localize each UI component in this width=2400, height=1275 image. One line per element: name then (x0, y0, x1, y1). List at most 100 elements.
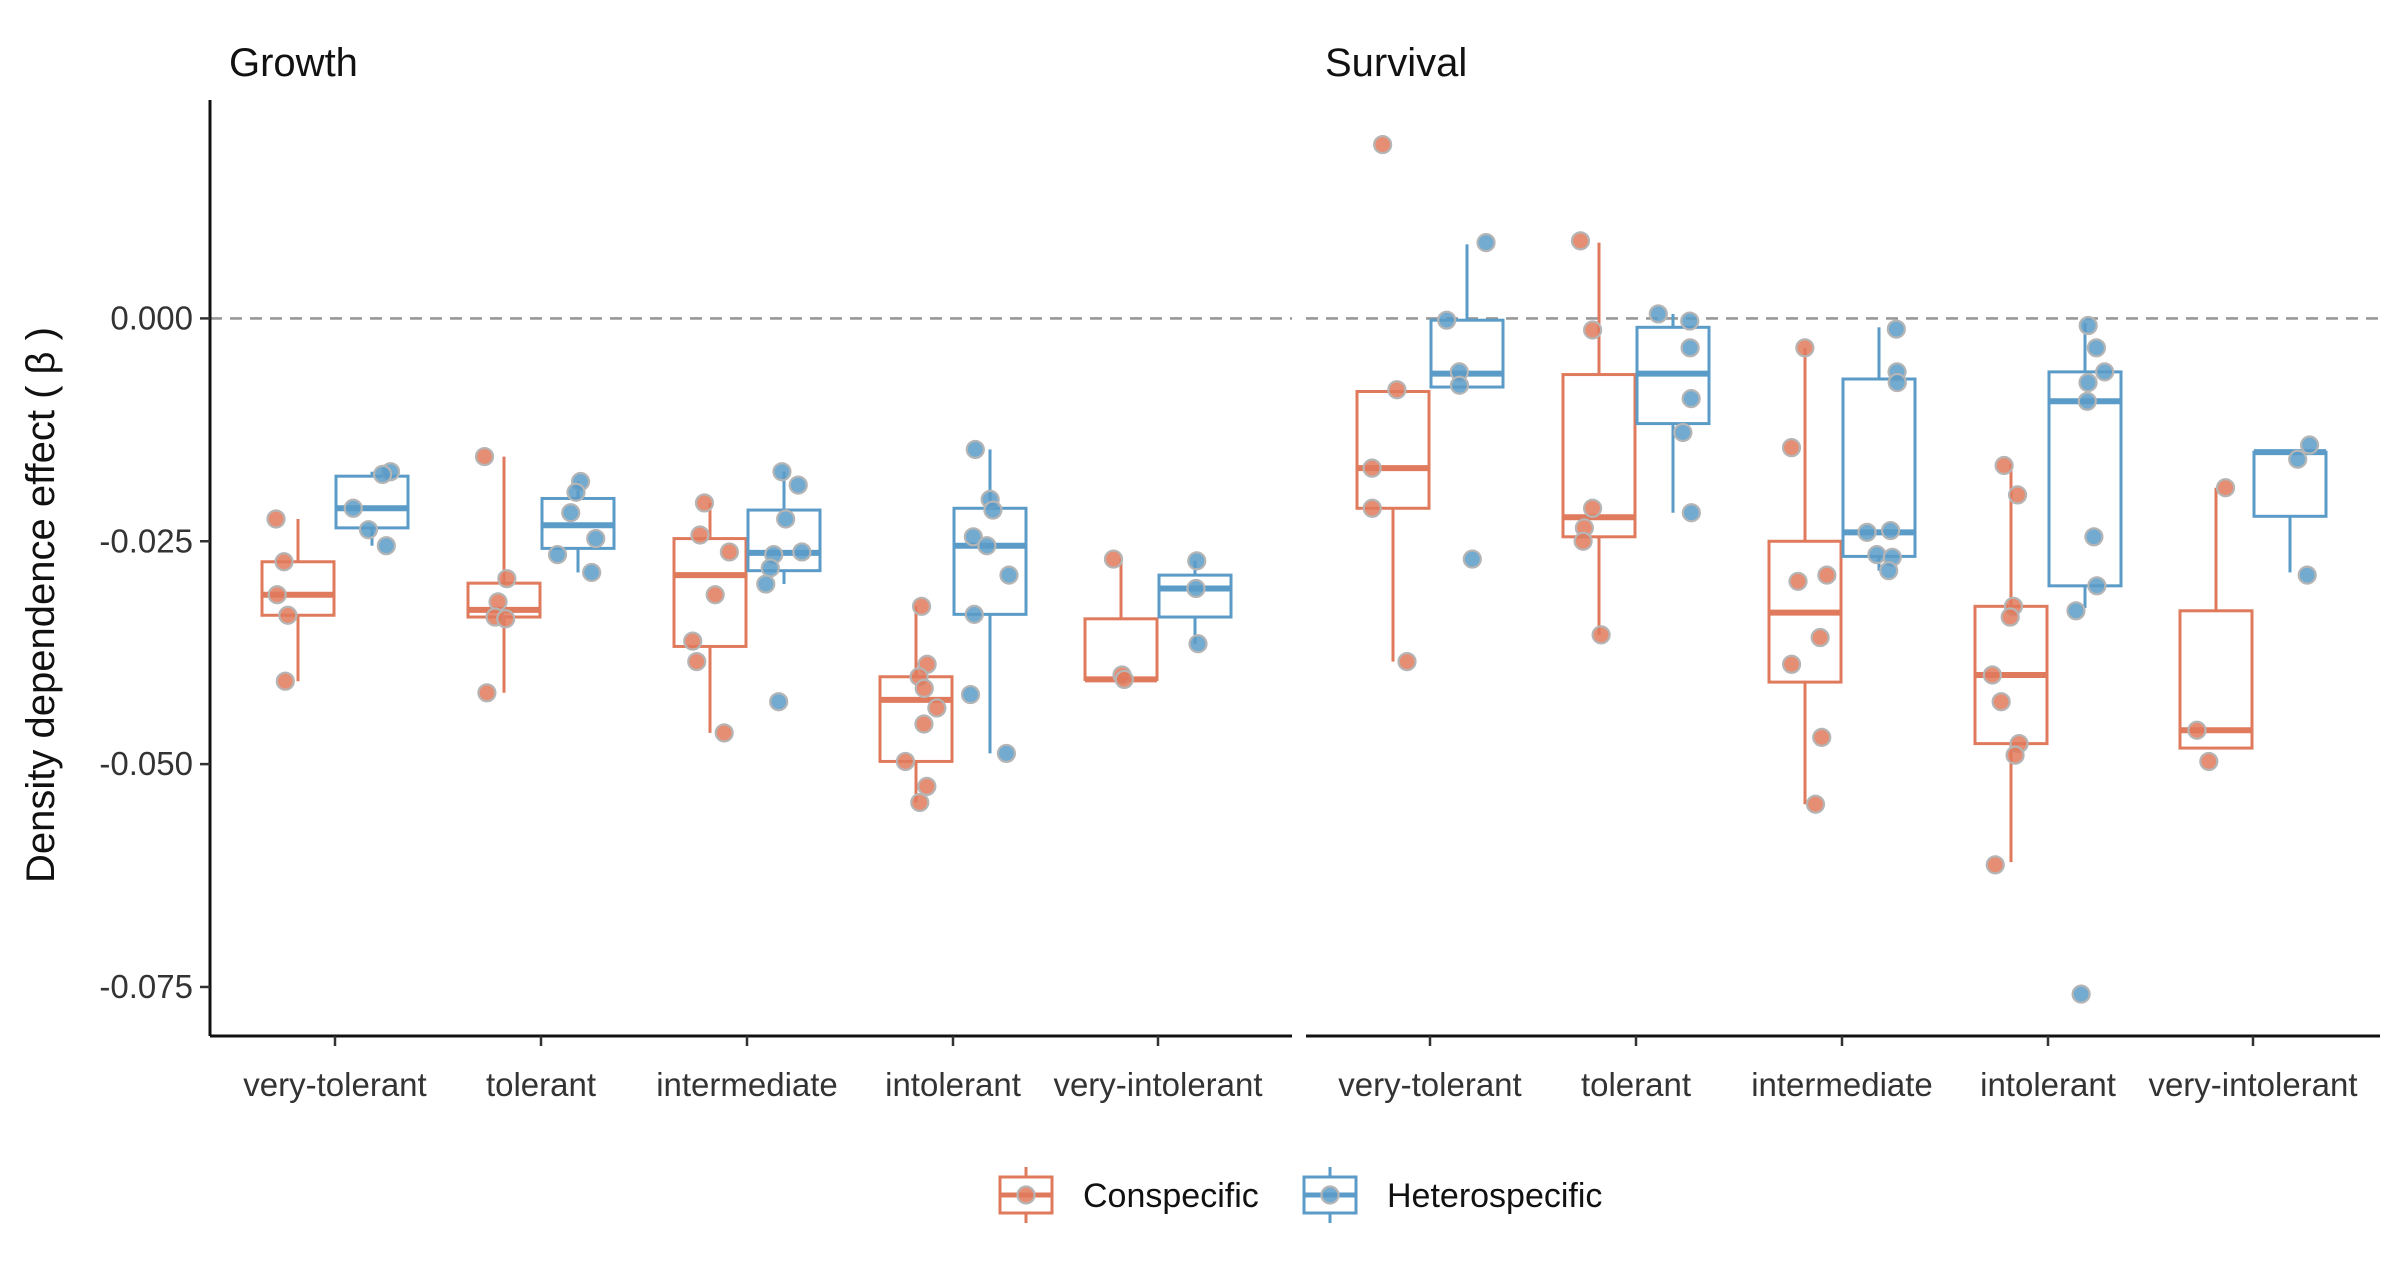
data-point (1373, 134, 1393, 155)
x-tick-label: intolerant (885, 1066, 1021, 1103)
box-iqr (1355, 389, 1431, 510)
box-iqr (952, 506, 1028, 616)
data-point (1982, 665, 2002, 685)
box-iqr (1157, 573, 1233, 619)
data-point (266, 509, 286, 529)
data-point (687, 651, 707, 672)
data-point (760, 558, 780, 578)
data-point (1887, 372, 1907, 393)
data-point (1186, 578, 1206, 599)
box-iqr (672, 537, 748, 648)
box-heterospecific-very-tolerant (334, 462, 410, 556)
data-point (1886, 319, 1906, 339)
data-point (1387, 380, 1407, 400)
data-point (566, 482, 586, 502)
data-point (792, 542, 812, 562)
data-point (1362, 498, 1382, 518)
data-point (1583, 320, 1603, 340)
data-point (358, 520, 379, 540)
data-point (376, 536, 396, 556)
legend-point (1016, 1185, 1036, 1205)
y-tick-label: 0.000 (110, 299, 193, 336)
data-point (1880, 520, 1901, 541)
data-point (1812, 727, 1832, 747)
data-point (1867, 545, 1887, 565)
x-tick-label: intermediate (656, 1066, 838, 1103)
data-point (965, 439, 985, 460)
data-point (927, 698, 947, 718)
data-point (2187, 720, 2207, 740)
data-point (1681, 389, 1701, 409)
data-point (999, 565, 1019, 585)
data-point (586, 528, 606, 549)
data-point (705, 585, 725, 605)
data-point (488, 592, 508, 612)
data-point (1591, 625, 1611, 645)
data-point (964, 604, 984, 624)
data-point (2078, 315, 2098, 336)
data-point (690, 525, 710, 545)
y-tick-label: -0.025 (99, 522, 193, 559)
x-tick-label: very-tolerant (243, 1066, 426, 1103)
data-point (1781, 438, 1802, 458)
data-point (497, 569, 517, 589)
data-point (2087, 576, 2107, 596)
legend-point (1320, 1185, 1340, 1205)
box-heterospecific-very-intolerant (1157, 551, 1233, 654)
data-point (2071, 984, 2091, 1004)
box-conspecific-intermediate (672, 493, 748, 743)
data-point (914, 714, 934, 734)
x-tick-label: intolerant (1980, 1066, 2116, 1103)
data-point (1788, 571, 1808, 591)
data-point (1994, 455, 2014, 476)
data-point (1648, 304, 1668, 324)
data-point (1476, 233, 1496, 253)
data-point (2066, 601, 2086, 621)
data-point (1680, 338, 1700, 358)
box-conspecific-intolerant (878, 596, 954, 813)
x-tick-label: tolerant (1581, 1066, 1691, 1103)
data-point (1573, 531, 1593, 551)
data-point (911, 596, 932, 616)
growth-panel: Growth 0.000 -0.025 -0.050 -0.075 very-tolera… (99, 41, 1292, 1103)
data-point (2297, 565, 2317, 585)
data-point (960, 684, 981, 705)
box-iqr (1561, 373, 1637, 539)
data-point (2005, 745, 2025, 765)
data-point (2007, 485, 2028, 505)
data-point (714, 723, 734, 743)
data-point (1397, 651, 1417, 672)
data-point (1879, 561, 1899, 581)
data-point (561, 503, 581, 523)
data-point (477, 683, 497, 703)
box-conspecific-intermediate (1767, 338, 1843, 814)
box-conspecific-very-intolerant (1083, 549, 1159, 690)
data-point (772, 462, 792, 482)
data-point (2078, 372, 2098, 393)
data-point (1673, 422, 1693, 443)
survival-panel: Survival very-tolerant tolerant intermediat… (1306, 41, 2380, 1103)
data-point (2215, 478, 2236, 498)
data-point (275, 671, 295, 691)
y-tick-label: -0.050 (99, 745, 193, 782)
data-point (474, 446, 495, 467)
data-point (1188, 634, 1208, 654)
x-tick-label: tolerant (486, 1066, 596, 1103)
data-point (267, 585, 287, 605)
data-point (694, 493, 715, 513)
panel-title: Growth (229, 41, 358, 85)
data-point (1582, 498, 1603, 518)
data-point (278, 605, 298, 625)
x-tick-label: very-intolerant (1053, 1066, 1262, 1103)
data-point (2084, 527, 2104, 547)
data-point (1795, 338, 1815, 358)
data-point (788, 475, 808, 495)
box-conspecific-tolerant (1561, 231, 1637, 645)
box-heterospecific-intermediate (1841, 319, 1917, 581)
data-point (1114, 669, 1134, 690)
data-point (1810, 627, 1830, 648)
legend-label: Conspecific (1083, 1177, 1259, 1215)
data-point (719, 542, 739, 562)
legend-key-heterospecific (1302, 1167, 1358, 1223)
